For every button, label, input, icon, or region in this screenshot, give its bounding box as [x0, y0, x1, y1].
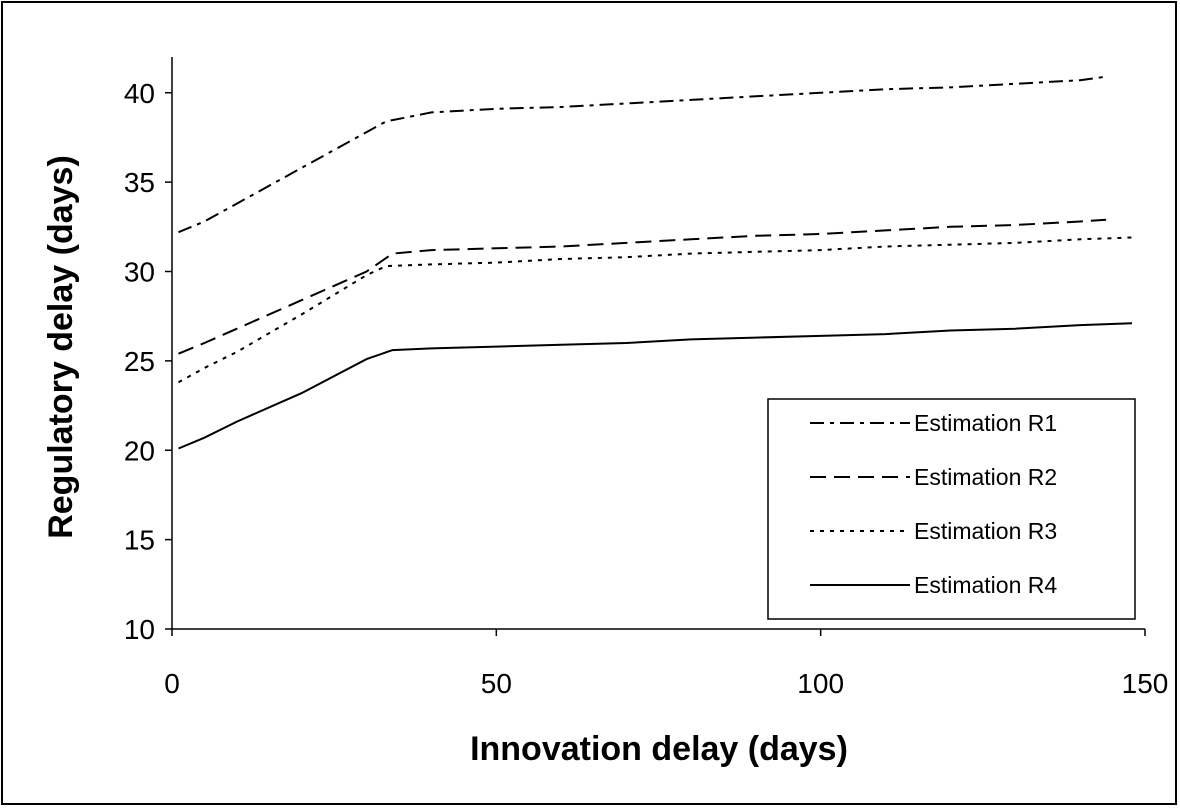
y-tick-label: 25: [124, 346, 155, 377]
legend-label: Estimation R2: [914, 464, 1057, 490]
y-tick-label: 10: [124, 614, 155, 645]
x-tick-label: 0: [164, 668, 180, 699]
y-tick-label: 40: [124, 78, 155, 109]
y-tick-label: 35: [124, 167, 155, 198]
series-line-1: [178, 75, 1107, 234]
legend: Estimation R1 Estimation R2 Estimation R3 E…: [767, 398, 1136, 620]
y-axis-title: Regulatory delay (days): [42, 155, 80, 539]
legend-label: Estimation R1: [914, 410, 1057, 436]
y-tick-label: 30: [124, 257, 155, 288]
legend-label: Estimation R4: [914, 572, 1057, 598]
x-tick-label: 50: [481, 668, 512, 699]
legend-label: Estimation R3: [914, 518, 1057, 544]
legend-box: [767, 398, 1136, 620]
series-line-2: [178, 218, 1107, 355]
series-line-4: [178, 322, 1133, 450]
series-line-3: [178, 236, 1133, 384]
x-tick-label: 150: [1122, 668, 1169, 699]
x-tick-label: 100: [797, 668, 844, 699]
x-axis-title: Innovation delay (days): [470, 730, 848, 768]
plot-area: [178, 75, 1133, 450]
y-tick-label: 15: [124, 525, 155, 556]
axes: 10 15 20 25 30 35 40 0 50 100 150: [124, 57, 1169, 699]
y-tick-label: 20: [124, 435, 155, 466]
